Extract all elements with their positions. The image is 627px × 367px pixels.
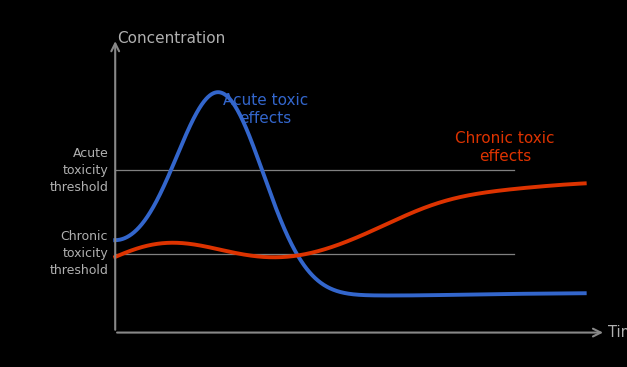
Text: Chronic
toxicity
threshold: Chronic toxicity threshold xyxy=(50,230,108,277)
Text: Time: Time xyxy=(608,325,627,340)
Text: Concentration: Concentration xyxy=(117,31,226,46)
Text: Acute toxic
effects: Acute toxic effects xyxy=(223,92,308,126)
Text: Chronic toxic
effects: Chronic toxic effects xyxy=(455,131,555,164)
Text: Acute
toxicity
threshold: Acute toxicity threshold xyxy=(50,147,108,194)
